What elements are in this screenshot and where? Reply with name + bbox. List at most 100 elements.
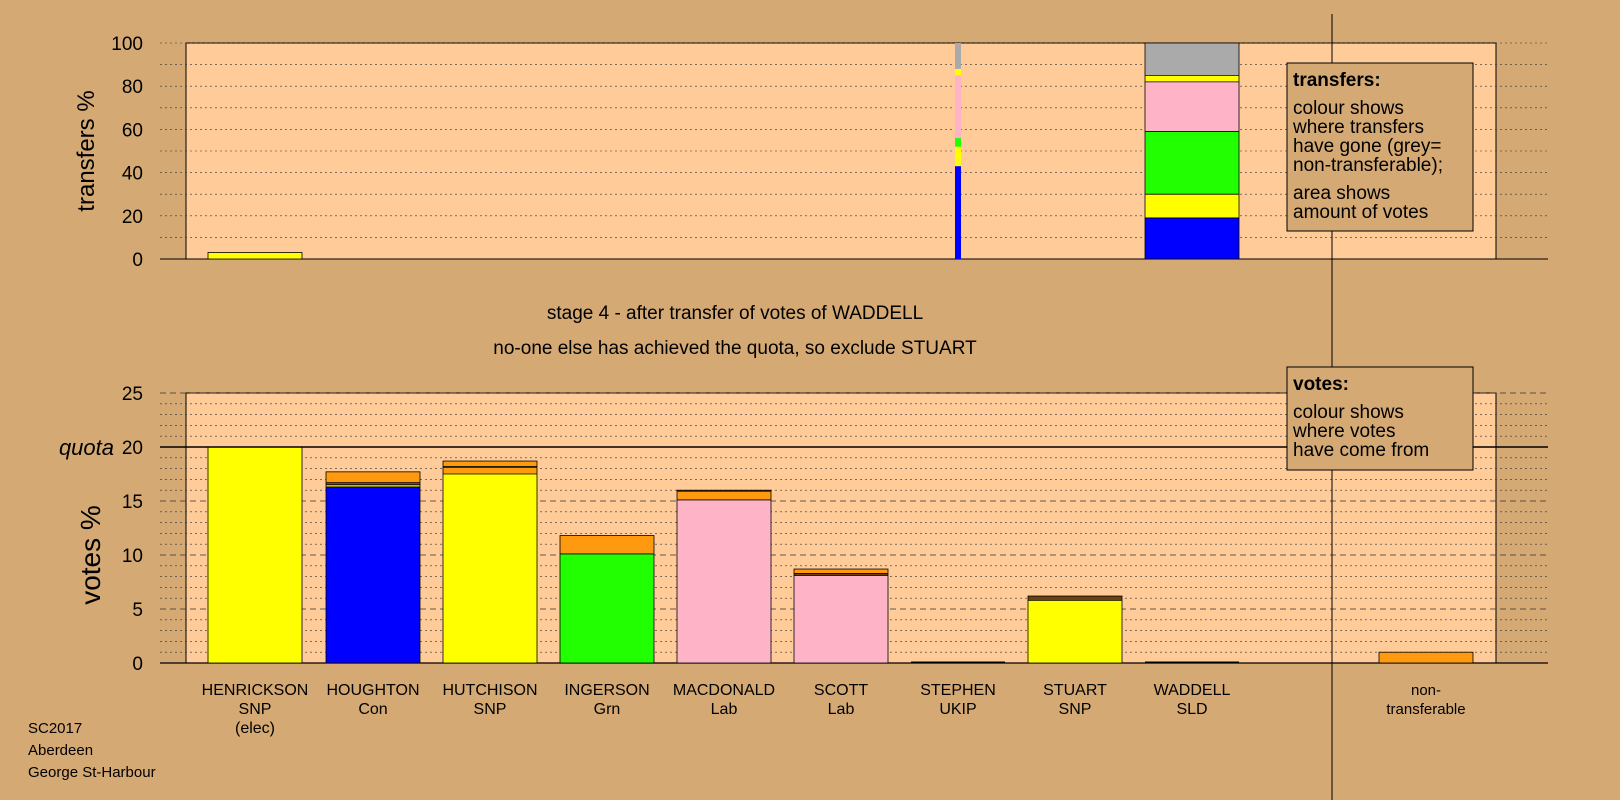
votes-panel: 0 5 10 15 20 25 quota votes % [59,384,1548,675]
candidate-name: MACDONALD [673,682,775,699]
footer-election: SC2017 [28,720,82,737]
candidate-label: HENRICKSON SNP (elec) [202,682,309,737]
votes-bar-outline [442,460,538,664]
votes-legend-line: where votes [1292,421,1395,442]
candidate-party: SNP [474,701,507,718]
transfers-bar-segment [955,68,961,76]
transfers-legend-line: have gone (grey= [1293,136,1441,157]
candidate-label: WADDELL SLD [1154,682,1231,718]
transfers-tick-label: 60 [122,120,143,141]
candidate-party: Con [358,701,387,718]
votes-bar-segment [677,490,771,492]
votes-bar-segment [326,484,420,487]
transfers-bar-segment [1145,81,1239,132]
transfers-bar [1144,42,1240,260]
votes-legend-title: votes: [1293,374,1349,395]
transfers-legend-line: colour shows [1293,98,1404,119]
candidate-name: HENRICKSON [202,682,309,699]
transfers-tick-label: 0 [132,250,143,271]
transfers-bar-segment [1145,217,1239,259]
candidate-party: Lab [711,701,738,718]
transfers-tick-label: 80 [122,77,143,98]
votes-bar-segment [794,573,888,576]
candidate-label: HOUGHTON Con [326,682,419,718]
votes-bar-segment [560,535,654,554]
votes-bar-outline [1378,651,1474,664]
transfers-y-ticks: 0 20 40 60 80 100 [111,34,143,271]
votes-bar [325,471,421,664]
votes-legend-line: have come from [1293,440,1429,461]
votes-tick-label: 0 [132,654,143,675]
transfers-legend-line: amount of votes [1293,202,1428,223]
transfers-bar-segment [955,146,961,167]
votes-y-ticks: 0 5 10 15 20 25 [122,384,143,675]
transfers-legend-box [1286,62,1474,232]
votes-bar-segment [677,491,771,500]
votes-bar [442,460,538,664]
votes-tick-label: 15 [122,492,143,513]
transfers-bar [207,252,303,260]
transfers-bar-segment [955,75,961,139]
candidate-label: HUTCHISON SNP [442,682,537,718]
votes-bar-segment [208,447,302,663]
candidate-label: SCOTT Lab [814,682,868,718]
votes-bar-outline [793,568,889,664]
transfers-tick-label: 40 [122,164,143,185]
votes-bar-segment [1028,600,1122,663]
candidate-name: STEPHEN [920,682,996,699]
candidate-label: INGERSON Grn [564,682,649,718]
votes-tick-label: 20 [122,438,143,459]
votes-bar-segment [443,467,537,474]
exclude-caption: no-one else has achieved the quota, so e… [493,338,977,359]
transfers-bar-outline [207,252,303,260]
votes-bar [676,489,772,664]
votes-bar [793,568,889,664]
votes-bar-outline [676,489,772,664]
quota-label: quota [59,435,114,460]
candidate-label: STUART SNP [1043,682,1107,718]
transfers-bar-segment [955,138,961,147]
transfers-tick-label: 20 [122,207,143,228]
transfers-bar-segment [1145,194,1239,218]
votes-bar-segment [1379,652,1473,663]
footer-council: Aberdeen [28,742,93,759]
votes-bar-segment [794,575,888,663]
votes-bar-segment [326,486,420,663]
transfers-bar-segment [1145,75,1239,82]
votes-axis-label: votes % [75,505,106,605]
votes-bar-outline [559,535,655,664]
candidate-status: (elec) [235,720,275,737]
transfers-bar-segment [1145,131,1239,195]
transfers-legend-title: transfers: [1293,70,1381,91]
votes-bar-segment [794,569,888,574]
transfers-bars [207,42,1240,260]
candidate-label: MACDONALD Lab [673,682,775,718]
votes-tick-label: 5 [132,600,143,621]
votes-bar-segment [677,499,771,663]
transfers-bar-segment [955,43,961,69]
candidate-party: SNP [1059,701,1092,718]
transfers-tick-label: 100 [111,34,143,55]
transfers-bar-outline [1144,42,1240,260]
votes-bar-segment [560,553,654,663]
votes-bars [207,446,1474,664]
transfers-axis-label: transfers % [73,90,100,211]
transfers-legend-line: non-transferable); [1293,155,1443,176]
transfers-legend: transfers: colour shows where transfers … [1286,62,1474,232]
transfers-bar-segment [1145,43,1239,76]
stage-caption: stage 4 - after transfer of votes of WAD… [547,303,923,324]
candidate-name: WADDELL [1154,682,1231,699]
nontransferable-label-line1: non- [1411,682,1441,699]
votes-bar-segment [443,474,537,663]
candidate-name: STUART [1043,682,1107,699]
candidate-name: HOUGHTON [326,682,419,699]
candidate-party: Grn [594,701,621,718]
votes-bar [207,446,303,664]
votes-bar-outline [325,471,421,664]
candidate-labels: HENRICKSON SNP (elec) HOUGHTON Con HUTCHISON S… [202,682,1231,737]
candidate-name: SCOTT [814,682,868,699]
votes-bar-segment [443,466,537,468]
votes-bar-segment [326,482,420,485]
votes-bar-segment [326,471,420,483]
